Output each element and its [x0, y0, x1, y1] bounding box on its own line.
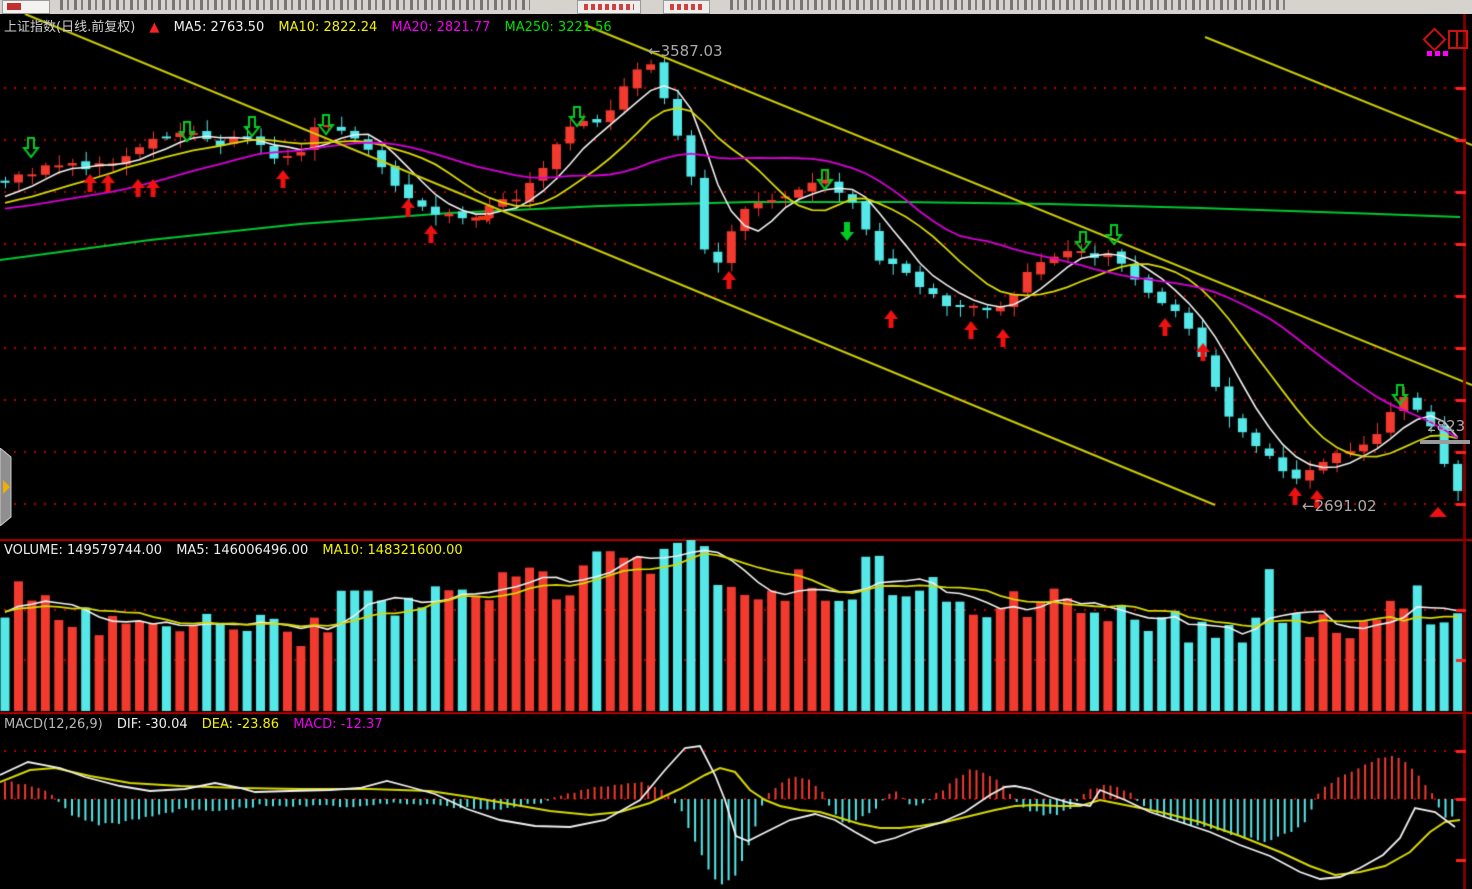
ma5-value: MA5: 2763.50 [173, 20, 265, 35]
dots-tool-icon[interactable] [1427, 51, 1449, 56]
symbol-title: 上证指数(日线.前复权) [4, 20, 136, 35]
app-icon[interactable] [2, 0, 50, 14]
volume-panel: VOLUME: 149579744.00 MA5: 146006496.00 M… [0, 540, 1472, 713]
window-tool-icon[interactable] [1448, 30, 1468, 49]
volume-chart-canvas[interactable] [0, 540, 1472, 713]
macd-chart-canvas[interactable] [0, 713, 1472, 889]
macd-value: MACD: -12.37 [293, 717, 383, 732]
volume-value: VOLUME: 149579744.00 [4, 543, 163, 558]
price-panel: 上证指数(日线.前复权) ▲ MA5: 2763.50 MA10: 2822.2… [0, 14, 1472, 540]
drawing-tools [1422, 27, 1470, 59]
volume-ma5-value: MA5: 146006496.00 [176, 543, 309, 558]
ma250-value: MA250: 3221.56 [504, 20, 612, 35]
dif-value: DIF: -30.04 [116, 717, 188, 732]
trend-up-arrow-icon: ▲ [149, 20, 160, 35]
price-platform-bar [1420, 440, 1470, 444]
right-price-label: 2823 [1427, 417, 1466, 435]
menu-bar [0, 0, 1472, 15]
volume-ma10-value: MA10: 148321600.00 [322, 543, 463, 558]
diamond-tool-icon[interactable] [1422, 27, 1447, 52]
price-panel-header: 上证指数(日线.前复权) ▲ MA5: 2763.50 MA10: 2822.2… [4, 16, 622, 35]
macd-name: MACD(12,26,9) [4, 717, 103, 732]
macd-panel: MACD(12,26,9) DIF: -30.04 DEA: -23.86 MA… [0, 713, 1472, 889]
menu-button-2[interactable] [663, 0, 710, 14]
flyout-arrow-icon [3, 480, 10, 494]
macd-panel-header: MACD(12,26,9) DIF: -30.04 DEA: -23.86 MA… [4, 717, 393, 732]
menu-button-1[interactable] [577, 0, 641, 14]
dea-value: DEA: -23.86 [201, 717, 280, 732]
volume-panel-header: VOLUME: 149579744.00 MA5: 146006496.00 M… [4, 543, 473, 558]
sidebar-flyout-tab[interactable] [0, 448, 14, 526]
peak-price-label: ←3587.03 [648, 42, 723, 60]
menu-items-cropped[interactable] [60, 0, 530, 10]
low-price-label: ←2691.02 [1302, 497, 1377, 515]
candlestick-chart-canvas[interactable] [0, 14, 1472, 540]
menu-items-cropped-right[interactable] [730, 0, 1290, 10]
ma10-value: MA10: 2822.24 [278, 20, 378, 35]
ma20-value: MA20: 2821.77 [391, 20, 491, 35]
